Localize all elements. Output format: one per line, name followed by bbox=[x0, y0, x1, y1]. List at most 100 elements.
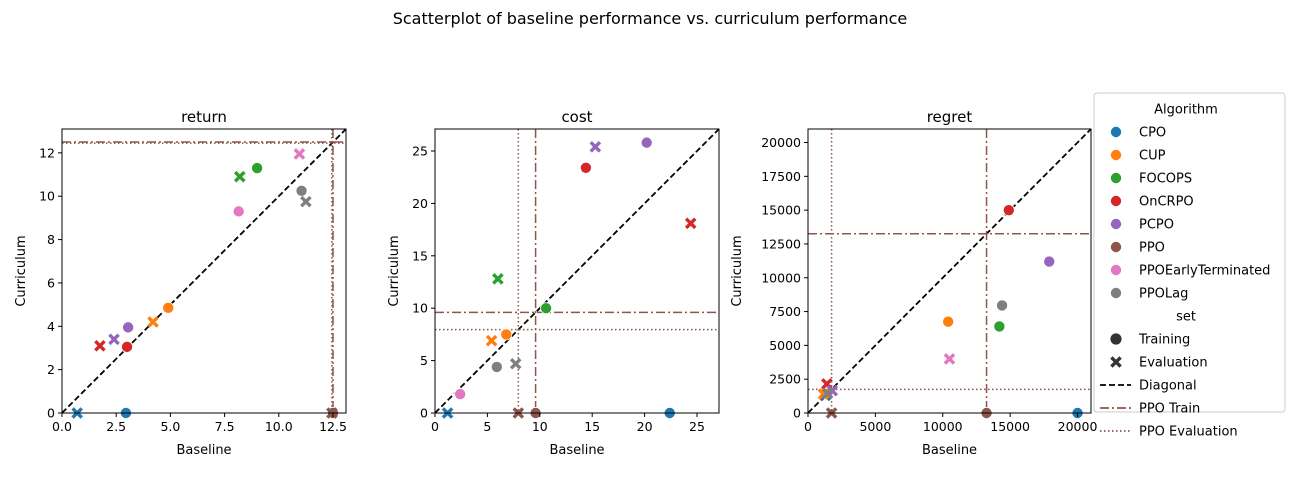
y-axis-label: Curriculum bbox=[14, 235, 29, 306]
x-tick-label: 10.0 bbox=[265, 419, 293, 434]
x-tick-label: 0 bbox=[431, 419, 439, 434]
plot-area bbox=[435, 129, 719, 413]
x-ticks: 0 5 10 15 20 25 bbox=[431, 413, 705, 434]
point-focops-evaluation bbox=[492, 273, 504, 285]
x-tick-label: 2.5 bbox=[106, 419, 126, 434]
points bbox=[817, 204, 1084, 419]
x-axis-label: Baseline bbox=[549, 443, 604, 458]
x-marker bbox=[108, 333, 120, 346]
legend-box bbox=[1093, 92, 1286, 413]
chart-panels: 0.0 2.5 5.0 7.5 10.0 12.5 0 2 4 6 8 10 12 return Basel… bbox=[14, 108, 1097, 458]
point-pcpo-training bbox=[1043, 255, 1056, 268]
y-tick-label: 0 bbox=[47, 406, 55, 421]
x-tick-label: 0.0 bbox=[52, 419, 72, 434]
point-focops-training bbox=[993, 320, 1006, 333]
legend-item-cpo: CPO bbox=[1139, 126, 1166, 141]
panel-regret: 0 5000 10000 15000 20000 0 2500 5000 7500 10000 12… bbox=[730, 108, 1097, 458]
legend-marker-ppoearlyterminated bbox=[1110, 263, 1123, 276]
y-tick-label: 10000 bbox=[761, 270, 801, 285]
axes-frame bbox=[61, 128, 347, 414]
legend-item-ppo-evaluation: PPO Evaluation bbox=[1139, 425, 1238, 440]
legend-marker-focops bbox=[1110, 171, 1123, 184]
x-axis-label: Baseline bbox=[922, 443, 977, 458]
point-ppoearlyterminated-training bbox=[232, 205, 245, 218]
x-marker bbox=[293, 148, 306, 160]
point-pcpo-training bbox=[122, 321, 135, 334]
x-marker bbox=[485, 334, 498, 347]
x-marker bbox=[147, 316, 159, 328]
y-tick-label: 15 bbox=[412, 248, 428, 263]
point-cup-training bbox=[500, 328, 513, 341]
x-ticks: 0.0 2.5 5.0 7.5 10.0 12.5 bbox=[52, 413, 347, 434]
plot-area bbox=[808, 129, 1091, 413]
point-oncrpo-training bbox=[579, 161, 592, 174]
point-ppolag-evaluation bbox=[821, 387, 834, 400]
x-marker bbox=[821, 387, 834, 400]
point-ppolag-training bbox=[490, 360, 503, 373]
point-pcpo-evaluation bbox=[108, 333, 120, 346]
y-ticks: 0 2 4 6 8 10 12 bbox=[39, 145, 62, 421]
x-marker bbox=[492, 273, 504, 285]
legend-marker-cup bbox=[1110, 148, 1123, 161]
legend-title-algorithm: Algorithm bbox=[1154, 103, 1218, 118]
x-tick-label: 15 bbox=[584, 419, 600, 434]
x-tick-label: 5000 bbox=[859, 419, 891, 434]
x-tick-label: 10000 bbox=[923, 419, 963, 434]
points bbox=[71, 148, 339, 419]
point-oncrpo-training bbox=[1002, 204, 1015, 217]
x-tick-label: 5.0 bbox=[160, 419, 180, 434]
y-tick-label: 12500 bbox=[761, 236, 801, 251]
legend-marker-oncrpo bbox=[1110, 194, 1123, 207]
y-tick-label: 5000 bbox=[769, 338, 801, 353]
y-tick-label: 17500 bbox=[761, 169, 801, 184]
x-marker bbox=[943, 353, 956, 365]
y-tick-label: 2500 bbox=[769, 372, 801, 387]
y-tick-label: 0 bbox=[420, 406, 428, 421]
x-tick-label: 20 bbox=[637, 419, 653, 434]
axes-frame bbox=[807, 128, 1092, 414]
point-focops-training bbox=[540, 302, 553, 315]
legend-item-pcpo: PCPO bbox=[1139, 218, 1174, 233]
x-marker bbox=[94, 339, 106, 352]
y-tick-label: 25 bbox=[412, 144, 428, 159]
y-ticks: 0 2500 5000 7500 10000 12500 15000 17500 20000 bbox=[761, 135, 808, 421]
point-oncrpo-evaluation bbox=[684, 217, 697, 230]
diagonal-line bbox=[808, 129, 1091, 413]
legend-item-training: Training bbox=[1138, 333, 1190, 348]
x-tick-label: 7.5 bbox=[215, 419, 235, 434]
y-tick-label: 12 bbox=[39, 145, 55, 160]
x-tick-label: 20000 bbox=[1058, 419, 1098, 434]
y-tick-label: 20000 bbox=[761, 135, 801, 150]
legend-item-focops: FOCOPS bbox=[1139, 172, 1192, 187]
legend-title-set: set bbox=[1176, 310, 1196, 325]
panel-return: 0.0 2.5 5.0 7.5 10.0 12.5 0 2 4 6 8 10 12 return Basel… bbox=[14, 108, 347, 458]
point-oncrpo-training bbox=[121, 340, 134, 353]
y-tick-label: 5 bbox=[420, 353, 428, 368]
panel-title: cost bbox=[561, 108, 592, 126]
y-tick-label: 7500 bbox=[769, 304, 801, 319]
point-ppoearlyterminated-evaluation bbox=[943, 353, 956, 365]
point-focops-training bbox=[251, 162, 264, 175]
point-ppoearlyterminated-evaluation bbox=[293, 148, 306, 160]
legend-item-cup: CUP bbox=[1139, 149, 1166, 164]
point-pcpo-evaluation bbox=[589, 141, 602, 153]
legend-marker-training bbox=[1110, 333, 1122, 345]
x-marker bbox=[509, 357, 522, 370]
x-tick-label: 0 bbox=[804, 419, 812, 434]
legend-item-ppo-train: PPO Train bbox=[1139, 402, 1200, 417]
y-tick-label: 2 bbox=[47, 362, 55, 377]
x-tick-label: 12.5 bbox=[319, 419, 347, 434]
point-cup-training bbox=[942, 315, 955, 328]
x-marker bbox=[684, 217, 697, 230]
legend-marker-cpo bbox=[1110, 126, 1123, 139]
legend-item-oncrpo: OnCRPO bbox=[1139, 195, 1194, 210]
point-ppoearlyterminated-training bbox=[454, 388, 467, 401]
plot-area bbox=[62, 129, 346, 413]
point-ppolag-evaluation bbox=[509, 357, 522, 370]
legend-marker-ppo bbox=[1110, 240, 1123, 253]
x-tick-label: 15000 bbox=[990, 419, 1030, 434]
figure-suptitle: Scatterplot of baseline performance vs. … bbox=[393, 9, 908, 28]
point-cup-evaluation bbox=[147, 316, 159, 328]
point-ppolag-training bbox=[295, 184, 308, 197]
point-ppolag-evaluation bbox=[300, 195, 312, 208]
